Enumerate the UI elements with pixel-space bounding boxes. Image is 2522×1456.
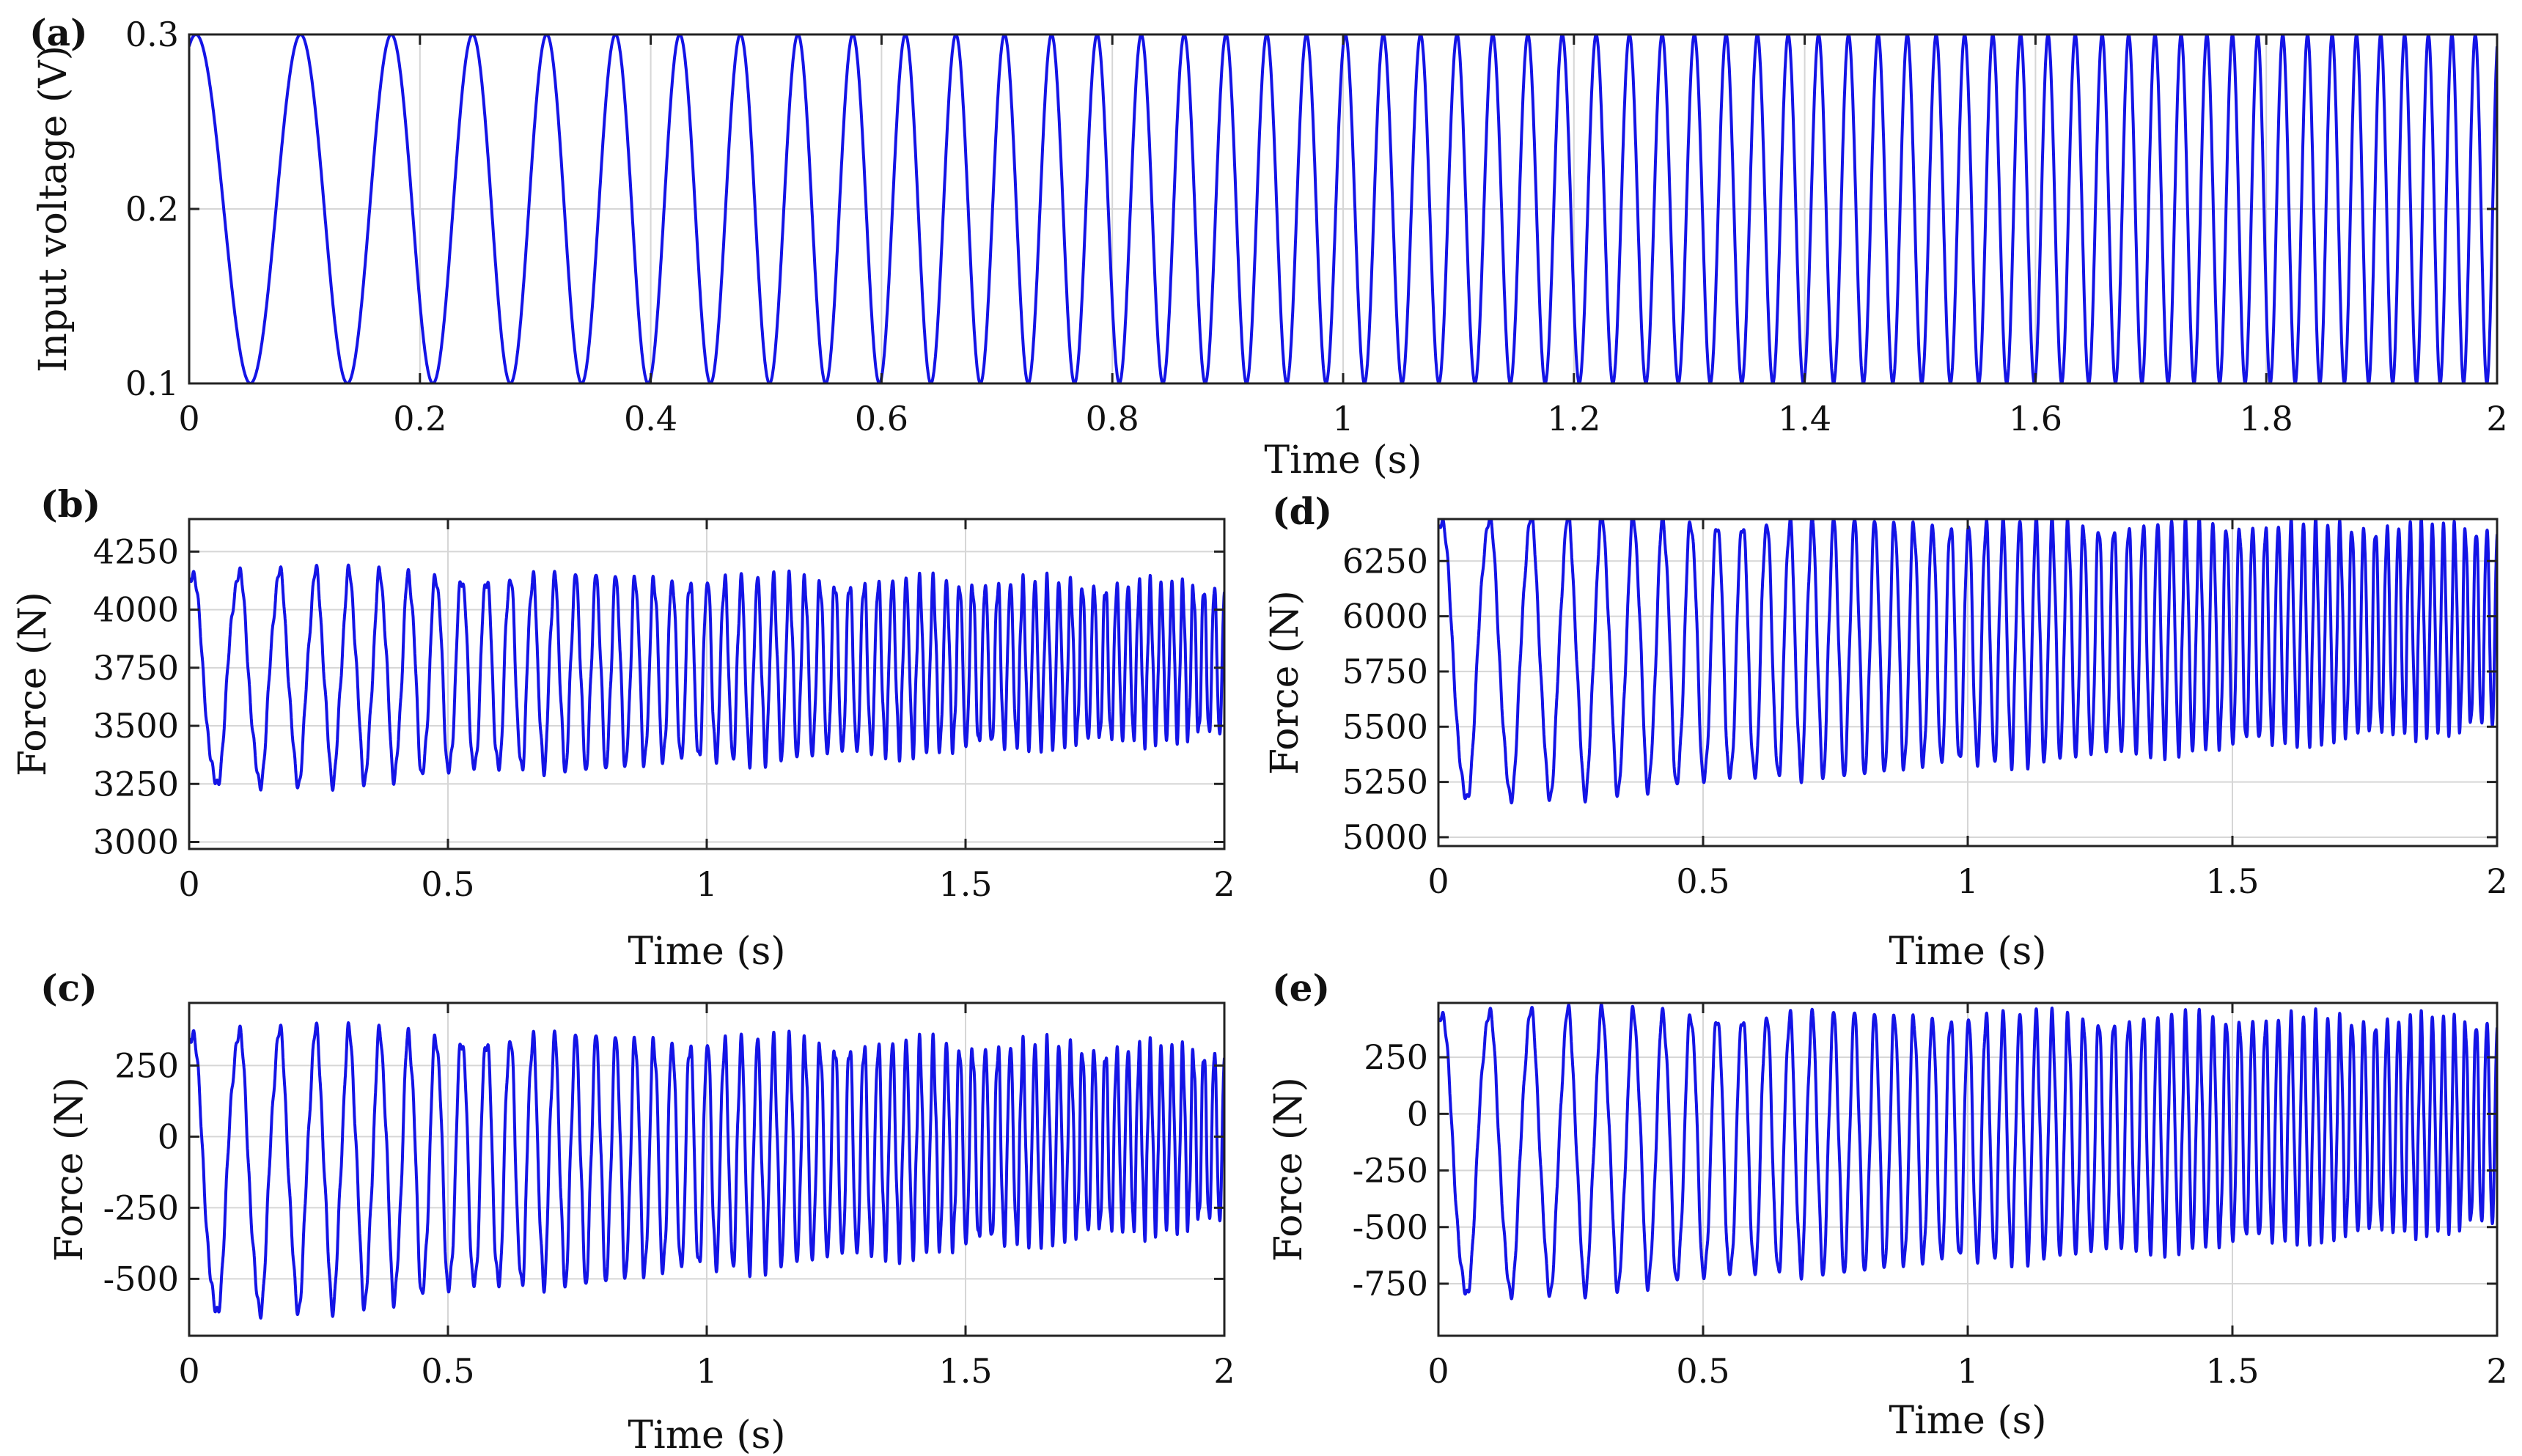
x-tick-label: 0 <box>178 1351 199 1391</box>
y-axis-label: Input voltage (V) <box>32 45 76 372</box>
panel-label: (a) <box>29 11 88 54</box>
y-tick-label: 6250 <box>1342 541 1428 581</box>
x-tick-label: 0 <box>1427 1351 1449 1391</box>
y-tick-label: 0 <box>1407 1094 1428 1133</box>
x-tick-label: 0.5 <box>421 1351 474 1391</box>
y-tick-label: 5500 <box>1342 707 1428 746</box>
y-tick-label: -250 <box>103 1188 179 1227</box>
x-tick-label: 0.8 <box>1086 399 1139 438</box>
x-axis-label: Time (s) <box>1264 438 1422 482</box>
x-tick-label: 1.4 <box>1778 399 1831 438</box>
panel-a: 0 0.2 0.4 0.6 0.8 1 1.2 1.4 1.6 1.8 2 0.1 0.2 0.3 Time… <box>29 11 2508 482</box>
x-tick-label: 1.5 <box>2205 1351 2259 1391</box>
x-tick-label: 1 <box>1332 399 1353 438</box>
y-tick-label: 5750 <box>1342 652 1428 691</box>
x-tick-label: 1 <box>1957 1351 1978 1391</box>
y-tick-label: 4000 <box>93 590 179 630</box>
x-tick-label: 0 <box>178 399 199 438</box>
x-tick-label: 0.2 <box>393 399 446 438</box>
x-axis-label: Time (s) <box>628 1413 785 1456</box>
x-axis-label: Time (s) <box>1889 1399 2046 1443</box>
y-tick-label: 4250 <box>93 532 179 571</box>
panel-d: 0 0.5 1 1.5 2 5000 5250 5500 5750 6000 6250 Time (s… <box>1263 490 2508 974</box>
x-tick-label: 1 <box>1957 861 1978 901</box>
x-tick-label: 0.5 <box>1676 1351 1729 1391</box>
y-tick-label: 3250 <box>93 764 179 804</box>
y-tick-label: 3500 <box>93 706 179 746</box>
x-tick-label: 2 <box>2486 1351 2507 1391</box>
x-tick-label: 2 <box>2486 399 2507 438</box>
y-tick-label: 250 <box>1364 1037 1428 1077</box>
series-line-b-0 <box>189 563 1224 792</box>
y-tick-label: 6000 <box>1342 597 1428 636</box>
panel-label: (b) <box>40 482 100 526</box>
x-tick-label: 1.8 <box>2240 399 2293 438</box>
series-line-e-0 <box>1438 1003 2497 1301</box>
panel-e: 0 0.5 1 1.5 2 -750 -500 -250 0 250 Time (s) Force (… <box>1267 966 2508 1443</box>
y-tick-label: -750 <box>1353 1264 1428 1304</box>
y-tick-label: 250 <box>114 1045 179 1085</box>
panel-b: 0 0.5 1 1.5 2 3000 3250 3500 3750 4000 4250 Time (s… <box>11 482 1235 974</box>
series-line-d-0 <box>1438 519 2497 805</box>
series-line-c-0 <box>189 1021 1224 1320</box>
x-tick-label: 2 <box>1213 864 1235 904</box>
y-tick-label: -500 <box>103 1259 179 1298</box>
y-tick-label: 5250 <box>1342 762 1428 802</box>
x-axis-label: Time (s) <box>1889 930 2046 974</box>
x-tick-label: 1.5 <box>2205 861 2259 901</box>
series-line-a-0 <box>189 34 2497 383</box>
y-axis-label: Force (N) <box>1267 1077 1311 1262</box>
x-tick-label: 0 <box>178 864 199 904</box>
y-tick-label: -250 <box>1353 1151 1428 1191</box>
x-tick-label: 1.6 <box>2009 399 2062 438</box>
y-tick-label: 0.1 <box>125 364 179 403</box>
x-tick-label: 2 <box>2486 861 2507 901</box>
x-tick-label: 1 <box>696 864 717 904</box>
panel-c: 0 0.5 1 1.5 2 -500 -250 0 250 Time (s) Force (N) (c… <box>40 966 1235 1456</box>
x-tick-label: 0.5 <box>1676 861 1729 901</box>
x-tick-label: 0.5 <box>421 864 474 904</box>
x-axis-label: Time (s) <box>628 930 785 974</box>
y-tick-label: 0.3 <box>125 15 179 54</box>
panel-label: (c) <box>40 966 98 1010</box>
x-tick-label: 1.5 <box>938 864 992 904</box>
panel-label: (e) <box>1272 966 1330 1010</box>
y-tick-label: 0.2 <box>125 189 179 229</box>
y-tick-label: 3750 <box>93 648 179 688</box>
x-tick-label: 2 <box>1213 1351 1235 1391</box>
y-axis-label: Force (N) <box>1263 590 1307 775</box>
x-tick-label: 0 <box>1427 861 1449 901</box>
x-tick-label: 1 <box>696 1351 717 1391</box>
y-tick-label: 5000 <box>1342 817 1428 857</box>
x-tick-label: 1.5 <box>938 1351 992 1391</box>
y-tick-label: -500 <box>1353 1207 1428 1247</box>
x-tick-label: 1.2 <box>1547 399 1600 438</box>
y-axis-label: Force (N) <box>11 592 55 776</box>
y-axis-label: Force (N) <box>48 1077 92 1262</box>
panel-label: (d) <box>1272 490 1332 533</box>
x-tick-label: 0.4 <box>624 399 677 438</box>
y-tick-label: 3000 <box>93 822 179 861</box>
x-tick-label: 0.6 <box>855 399 908 438</box>
y-tick-label: 0 <box>158 1117 179 1156</box>
